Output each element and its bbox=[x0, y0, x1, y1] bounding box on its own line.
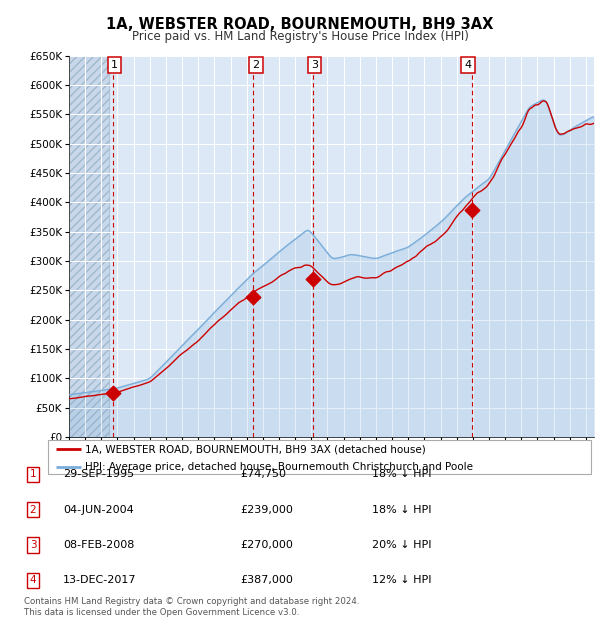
Text: £239,000: £239,000 bbox=[240, 505, 293, 515]
Text: 2: 2 bbox=[253, 60, 259, 70]
Text: 2: 2 bbox=[29, 505, 37, 515]
Bar bbox=[69, 56, 109, 437]
Text: £270,000: £270,000 bbox=[240, 540, 293, 550]
Text: 1: 1 bbox=[29, 469, 37, 479]
Text: 18% ↓ HPI: 18% ↓ HPI bbox=[372, 505, 431, 515]
Text: 18% ↓ HPI: 18% ↓ HPI bbox=[372, 469, 431, 479]
Text: Contains HM Land Registry data © Crown copyright and database right 2024.
This d: Contains HM Land Registry data © Crown c… bbox=[24, 598, 359, 617]
Text: 1A, WEBSTER ROAD, BOURNEMOUTH, BH9 3AX (detached house): 1A, WEBSTER ROAD, BOURNEMOUTH, BH9 3AX (… bbox=[85, 445, 425, 454]
Text: 1: 1 bbox=[110, 60, 118, 70]
Point bbox=[467, 205, 477, 215]
Text: 12% ↓ HPI: 12% ↓ HPI bbox=[372, 575, 431, 585]
Text: 4: 4 bbox=[464, 60, 472, 70]
Text: £74,750: £74,750 bbox=[240, 469, 286, 479]
FancyBboxPatch shape bbox=[48, 440, 591, 474]
Text: HPI: Average price, detached house, Bournemouth Christchurch and Poole: HPI: Average price, detached house, Bour… bbox=[85, 462, 473, 472]
Text: 29-SEP-1995: 29-SEP-1995 bbox=[63, 469, 134, 479]
Text: 20% ↓ HPI: 20% ↓ HPI bbox=[372, 540, 431, 550]
Text: 13-DEC-2017: 13-DEC-2017 bbox=[63, 575, 137, 585]
Text: 1A, WEBSTER ROAD, BOURNEMOUTH, BH9 3AX: 1A, WEBSTER ROAD, BOURNEMOUTH, BH9 3AX bbox=[106, 17, 494, 32]
Text: 08-FEB-2008: 08-FEB-2008 bbox=[63, 540, 134, 550]
Text: Price paid vs. HM Land Registry's House Price Index (HPI): Price paid vs. HM Land Registry's House … bbox=[131, 30, 469, 43]
Point bbox=[109, 388, 118, 398]
Text: 04-JUN-2004: 04-JUN-2004 bbox=[63, 505, 134, 515]
Text: 3: 3 bbox=[311, 60, 318, 70]
Point bbox=[308, 274, 318, 284]
Text: £387,000: £387,000 bbox=[240, 575, 293, 585]
Point bbox=[248, 292, 258, 302]
Text: 4: 4 bbox=[29, 575, 37, 585]
Text: 3: 3 bbox=[29, 540, 37, 550]
